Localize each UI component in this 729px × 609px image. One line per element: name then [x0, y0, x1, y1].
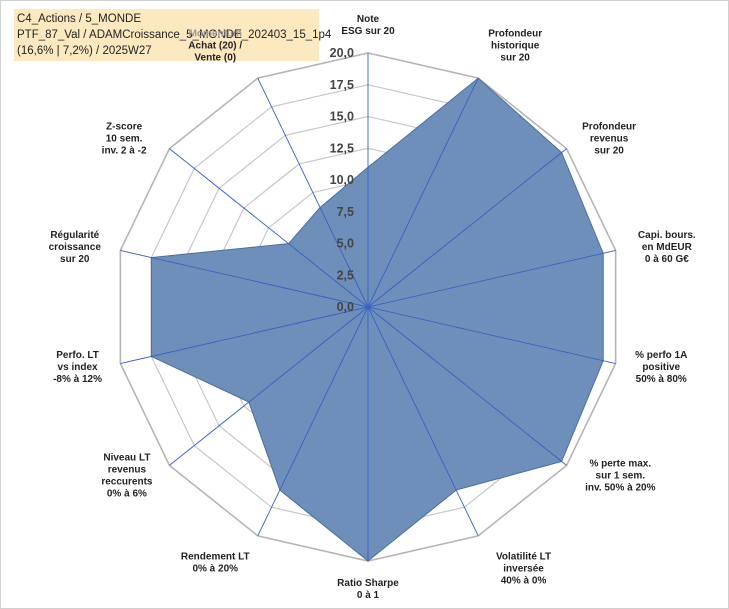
axis-label: Profondeur revenus sur 20	[582, 122, 636, 157]
spoke	[257, 306, 369, 537]
spoke	[169, 148, 369, 308]
title-line-1: C4_Actions / 5_MONDE	[17, 13, 141, 25]
tick-label: 17,5	[330, 78, 354, 92]
axis-label: Z-score 10 sem. inv. 2 à -2	[102, 122, 147, 157]
title-line-3: (16,6% | 7,2%) / 2025W27	[17, 45, 152, 57]
spoke	[367, 306, 479, 537]
chart-title: C4_Actions / 5_MONDE PTF_87_Val / ADAMCr…	[14, 9, 332, 61]
spoke	[367, 250, 616, 308]
tick-label: 12,5	[330, 141, 354, 155]
axis-label: Note ESG sur 20	[341, 14, 395, 37]
axis-label: Volatilité LT inversée 40% à 0%	[496, 551, 551, 586]
axis-label: Niveau LT revenus reccurents 0% à 6%	[101, 452, 153, 499]
tick-label: 10,0	[330, 173, 354, 187]
spoke	[367, 306, 616, 364]
tick-label: 7,5	[337, 205, 354, 219]
radar-tick-labels: 0,0 2,5 5,0 7,5 10,0 12,5 15,0 17,5 20,0	[330, 46, 354, 314]
tick-label: 5,0	[337, 237, 354, 251]
tick-label: 0,0	[337, 300, 354, 314]
spoke	[169, 306, 369, 466]
axis-label: % perte max. sur 1 sem. inv. 50% à 20%	[585, 458, 656, 493]
tick-label: 15,0	[330, 110, 354, 124]
spoke	[257, 77, 369, 308]
spoke	[120, 306, 369, 364]
axis-label: Profondeur historique sur 20	[488, 29, 542, 64]
spoke	[367, 77, 479, 308]
axis-label: Régularité croissance sur 20	[49, 230, 102, 265]
radar-axis-labels: Note ESG sur 20 Profondeur historique sur 20…	[49, 14, 696, 601]
axis-label: % perfo 1A positive 50% à 80%	[635, 350, 687, 385]
tick-label: 2,5	[337, 268, 354, 282]
axis-label: Perfo. LT vs index -8% à 12%	[53, 350, 102, 385]
radar-spokes	[120, 53, 616, 561]
spoke	[367, 306, 567, 466]
axis-label: Momentum Achat (20) / Vente (0)	[188, 29, 242, 64]
tick-label: 20,0	[330, 46, 354, 60]
axis-label: Rendement LT 0% à 20%	[181, 551, 250, 574]
spoke	[120, 250, 369, 308]
spoke	[367, 148, 567, 308]
axis-label: Capi. bours. en MdEUR 0 à 60 G€	[638, 230, 696, 265]
title-line-2: PTF_87_Val / ADAMCroissance_5_MONDE_2024…	[17, 29, 332, 41]
axis-label: Ratio Sharpe 0 à 1	[337, 578, 399, 601]
